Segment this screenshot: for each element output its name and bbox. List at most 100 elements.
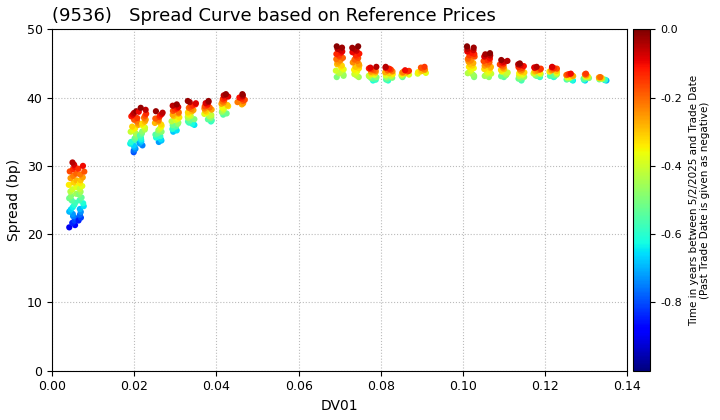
Y-axis label: Spread (bp): Spread (bp) [7, 159, 21, 241]
Point [578, 75, 590, 82]
Point [535, 66, 546, 73]
Point [498, 58, 509, 65]
Point [498, 66, 510, 72]
Point [580, 71, 592, 78]
Point [150, 108, 162, 115]
Point [514, 66, 526, 72]
Point [335, 63, 346, 70]
Point [480, 60, 492, 67]
Point [582, 73, 593, 79]
Point [237, 92, 248, 99]
Point [172, 116, 184, 122]
Point [218, 92, 230, 99]
Point [76, 194, 87, 201]
Point [216, 100, 228, 107]
Point [218, 99, 230, 106]
Point [593, 75, 605, 81]
Point [462, 48, 473, 55]
Point [468, 72, 480, 79]
Point [363, 72, 374, 79]
Point [496, 59, 508, 66]
Point [68, 161, 80, 168]
Point [352, 43, 364, 50]
Point [534, 69, 546, 76]
Point [238, 100, 249, 107]
Point [564, 74, 576, 81]
Point [338, 71, 349, 78]
Point [188, 107, 199, 113]
Point [170, 117, 181, 123]
Point [346, 45, 358, 51]
Point [462, 45, 473, 52]
Point [380, 76, 392, 83]
Point [125, 129, 136, 135]
Point [336, 65, 348, 71]
Point [65, 206, 76, 213]
Point [497, 64, 508, 71]
Point [173, 109, 184, 116]
Point [348, 56, 360, 63]
Point [498, 63, 509, 70]
Point [66, 186, 78, 193]
Point [153, 118, 164, 125]
Point [132, 121, 144, 128]
Point [547, 66, 559, 73]
Point [205, 114, 217, 121]
Point [482, 69, 493, 76]
Point [365, 66, 377, 73]
Point [482, 57, 493, 63]
Point [201, 110, 212, 116]
Point [498, 65, 509, 71]
Point [596, 74, 608, 81]
Point [485, 50, 496, 57]
Point [73, 191, 85, 198]
Point [551, 68, 562, 74]
Point [129, 135, 140, 142]
Point [529, 65, 541, 71]
Point [351, 47, 362, 54]
Point [468, 74, 480, 81]
Point [78, 200, 89, 207]
Point [149, 120, 161, 126]
Point [135, 136, 147, 143]
Point [464, 52, 475, 59]
Point [67, 159, 78, 166]
Point [136, 128, 148, 135]
Point [485, 70, 497, 77]
Point [564, 73, 576, 80]
Point [513, 70, 525, 77]
Point [484, 67, 495, 74]
Point [63, 181, 75, 188]
Point [74, 206, 86, 213]
Point [514, 60, 526, 67]
Point [593, 74, 605, 81]
Point [580, 72, 592, 79]
Point [150, 131, 161, 138]
Point [166, 126, 178, 132]
Point [531, 73, 542, 79]
Point [67, 213, 78, 220]
Point [495, 57, 507, 63]
Point [128, 110, 140, 116]
Point [479, 73, 490, 79]
Point [565, 70, 577, 77]
Point [168, 129, 179, 135]
Point [125, 140, 136, 147]
Point [415, 68, 427, 75]
Point [483, 74, 495, 81]
Point [380, 63, 392, 70]
Point [173, 104, 184, 110]
Point [502, 58, 513, 64]
Point [71, 190, 82, 197]
Point [412, 70, 423, 77]
Point [516, 77, 527, 84]
Point [420, 70, 431, 76]
Point [567, 73, 579, 79]
Point [71, 170, 82, 177]
Point [516, 72, 528, 79]
Point [551, 71, 562, 78]
Point [336, 48, 348, 55]
Point [384, 70, 395, 76]
Point [184, 117, 196, 124]
Point [69, 217, 81, 224]
